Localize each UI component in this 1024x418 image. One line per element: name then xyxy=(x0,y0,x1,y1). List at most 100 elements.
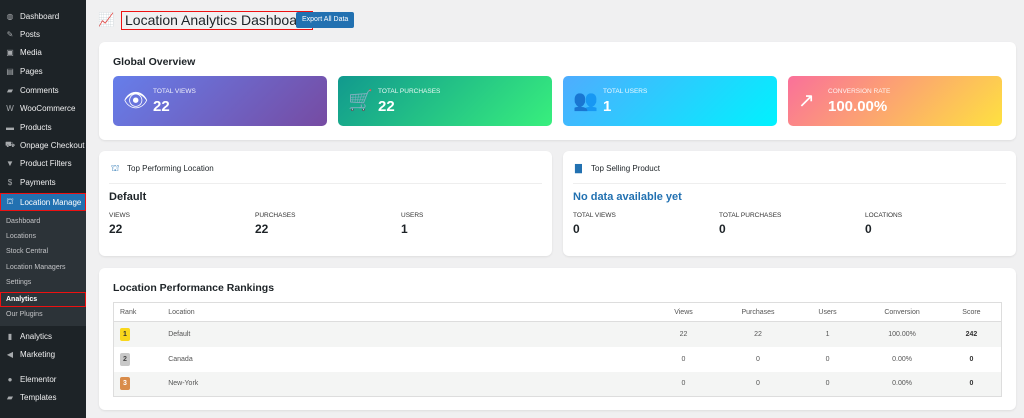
conversion-cell: 100.00% xyxy=(862,321,942,347)
stat-card-total-purchases: 🛒 Total Purchases 22 xyxy=(338,76,552,126)
payments-icon: $ xyxy=(7,177,13,187)
metric-value: 1 xyxy=(401,222,408,236)
rankings-card: Location Performance Rankings Rank Locati… xyxy=(99,268,1016,410)
score-cell: 0 xyxy=(941,371,1002,397)
admin-sidebar: ◍ Dashboard ✎ Posts ▣ Media ▤ Pages ▰ Comments W Wo… xyxy=(0,0,86,418)
export-all-data-button[interactable]: Export All Data xyxy=(296,12,355,28)
pages-icon: ▤ xyxy=(6,66,14,76)
stat-label: Total Purchases xyxy=(378,88,441,95)
purchases-cell: 0 xyxy=(723,371,793,397)
rank-badge: 1 xyxy=(120,327,130,341)
score-cell: 242 xyxy=(941,321,1002,347)
submenu-item-location-managers[interactable]: Location Managers xyxy=(6,264,66,271)
megaphone-icon: ◀ xyxy=(6,349,14,359)
sidebar-item-label: Analytics xyxy=(20,331,53,341)
top-product-title: Top Selling Product xyxy=(591,164,660,173)
sidebar-item-pages[interactable]: ▤ Pages xyxy=(0,62,86,80)
cart-icon: ⛟ xyxy=(5,140,16,149)
elementor-icon: ● xyxy=(7,374,13,384)
stat-label: Total Views xyxy=(153,88,196,95)
top-location-card: ⛫ Top Performing Location Default Views 2… xyxy=(99,151,552,256)
stat-value: 22 xyxy=(153,98,170,115)
location-cell: Canada xyxy=(168,355,193,363)
sidebar-item-posts[interactable]: ✎ Posts xyxy=(0,25,86,43)
submenu-item-locations[interactable]: Locations xyxy=(6,233,36,240)
metric-label: Total Purchases xyxy=(719,212,782,219)
sidebar-item-label: Products xyxy=(20,122,52,132)
stat-value: 100.00% xyxy=(828,98,888,115)
metric-label: Purchases xyxy=(255,212,296,219)
sidebar-item-label: Templates xyxy=(20,392,57,402)
table-row: 1 Default 22 22 1 100.00% 242 xyxy=(113,321,1002,347)
metric-value: 22 xyxy=(109,222,123,236)
top-product-card: ▇ Top Selling Product No data available … xyxy=(563,151,1016,256)
users-cell: 0 xyxy=(825,355,830,363)
stat-label: Total Users xyxy=(603,88,648,95)
column-header-location: Location xyxy=(168,302,644,322)
location-icon: ⛫ xyxy=(111,163,120,173)
sidebar-item-location-manage[interactable]: ⛫ Location Manage xyxy=(0,193,86,211)
bag-icon: ▇ xyxy=(575,163,582,173)
metric-value: 0 xyxy=(573,222,580,236)
submenu-item-settings[interactable]: Settings xyxy=(6,279,32,286)
submenu-item-analytics[interactable]: Analytics xyxy=(0,292,86,307)
sidebar-item-payments[interactable]: $ Payments xyxy=(0,173,86,191)
sidebar-item-products[interactable]: ▬ Products xyxy=(0,118,86,136)
score-cell: 0 xyxy=(969,355,974,363)
submenu-item-dashboard[interactable]: Dashboard xyxy=(6,218,41,225)
sidebar-item-media[interactable]: ▣ Media xyxy=(0,43,86,61)
sidebar-item-analytics[interactable]: ▮ Analytics xyxy=(0,327,86,345)
purchases-cell: 22 xyxy=(723,321,793,347)
column-header-purchases: Purchases xyxy=(723,302,793,322)
sidebar-item-comments[interactable]: ▰ Comments xyxy=(0,81,86,99)
column-header-users: Users xyxy=(792,302,863,322)
dashboard-icon: ◍ xyxy=(6,11,14,21)
metric-label: Views xyxy=(109,212,130,219)
metric-label: Locations xyxy=(865,212,903,219)
views-cell: 0 xyxy=(681,355,686,363)
pin-icon: ✎ xyxy=(6,29,14,39)
stat-label: Conversion Rate xyxy=(828,88,891,95)
metric-value: 0 xyxy=(865,222,872,236)
sidebar-item-label: Payments xyxy=(20,177,56,187)
sidebar-item-dashboard[interactable]: ◍ Dashboard xyxy=(0,7,86,25)
media-icon: ▣ xyxy=(6,47,14,57)
global-overview-title: Global Overview xyxy=(113,56,196,68)
sidebar-item-elementor[interactable]: ● Elementor xyxy=(0,370,86,388)
location-icon: ⛫ xyxy=(6,197,14,206)
sidebar-item-label: Elementor xyxy=(20,374,57,384)
users-cell: 1 xyxy=(792,321,863,347)
column-header-conversion: Conversion xyxy=(862,302,942,322)
location-cell: New-York xyxy=(168,371,644,397)
woocommerce-icon: W xyxy=(6,103,14,113)
main-content: 📈 Location Analytics Dashboard Export Al… xyxy=(86,0,1024,418)
metric-value: 0 xyxy=(719,222,726,236)
sidebar-item-marketing[interactable]: ◀ Marketing xyxy=(0,345,86,363)
table-row: 3 New-York 0 0 0 0.00% 0 xyxy=(113,371,1002,397)
bar-chart-icon: ▮ xyxy=(7,331,13,341)
top-location-title: Top Performing Location xyxy=(127,164,214,173)
purchases-cell: 0 xyxy=(756,355,760,363)
sidebar-item-label: Comments xyxy=(20,85,59,95)
sidebar-item-product-filters[interactable]: ▼ Product Filters xyxy=(0,154,86,172)
table-row: 2 Canada 0 0 0 0.00% 0 xyxy=(114,347,1002,372)
stat-card-conversion-rate: ↗ Conversion Rate 100.00% xyxy=(788,76,1002,126)
page-title: Location Analytics Dashboard xyxy=(121,11,314,30)
sidebar-item-label: Product Filters xyxy=(20,158,72,168)
stat-value: 22 xyxy=(378,98,395,115)
sidebar-item-onpage-checkout[interactable]: ⛟ Onpage Checkout xyxy=(0,136,86,154)
sidebar-item-templates[interactable]: ▰ Templates xyxy=(0,388,86,406)
submenu-item-our-plugins[interactable]: Our Plugins xyxy=(6,311,43,318)
eye-icon: 👁 xyxy=(123,90,149,112)
column-header-score: Score xyxy=(941,302,1002,322)
sidebar-item-label: Media xyxy=(20,47,42,57)
submenu-item-stock-central[interactable]: Stock Central xyxy=(6,248,49,255)
rankings-title: Location Performance Rankings xyxy=(113,282,275,294)
metric-label: Total Views xyxy=(573,212,616,219)
conversion-cell: 0.00% xyxy=(892,355,912,363)
stat-value: 1 xyxy=(603,98,612,115)
stat-card-total-views: 👁 Total Views 22 xyxy=(113,76,327,126)
stat-card-total-users: 👥 Total Users 1 xyxy=(563,76,777,126)
rankings-table: Rank Location Views Purchases Users Conversio… xyxy=(113,302,1002,397)
sidebar-item-woocommerce[interactable]: W WooCommerce xyxy=(0,99,86,117)
